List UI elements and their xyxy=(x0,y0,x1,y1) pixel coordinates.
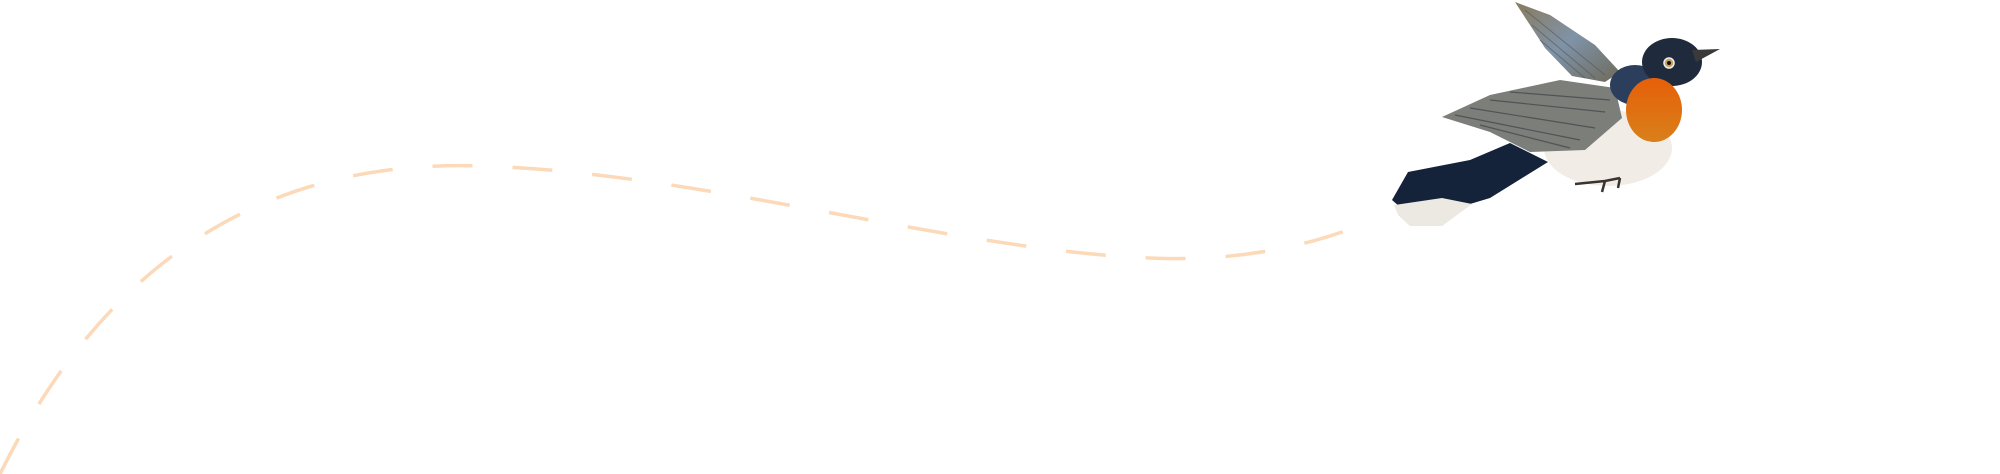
bird-throat xyxy=(1626,78,1682,142)
bird-beak xyxy=(1692,49,1720,62)
bird-tail xyxy=(1392,143,1548,214)
bird-legs xyxy=(1574,176,1622,193)
bird-tail-tips xyxy=(1394,198,1472,226)
bird-upper-wing xyxy=(1515,2,1620,82)
bird-illustration xyxy=(1392,2,1720,226)
dashed-flight-path xyxy=(0,163,1359,474)
bird-lower-wing xyxy=(1442,80,1622,152)
